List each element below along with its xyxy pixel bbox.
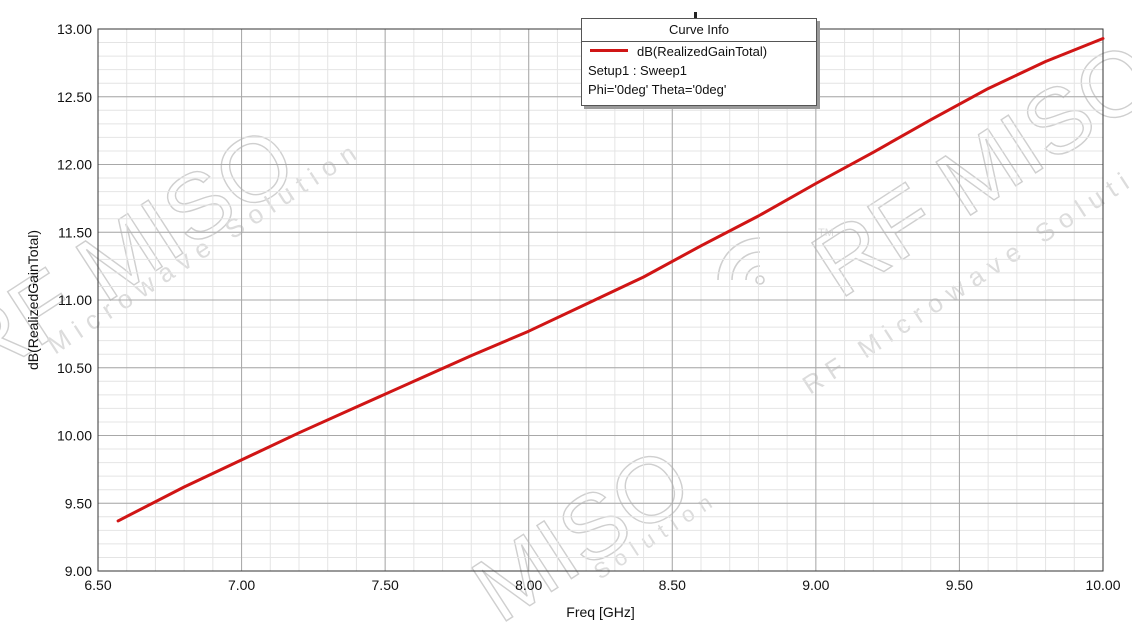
watermark-trademark: TM bbox=[818, 227, 834, 239]
y-tick-labels: 13.00 12.50 12.00 11.50 11.00 10.50 10.00 9.50 9… bbox=[57, 21, 92, 579]
watermark-brand-left: RF MISO bbox=[0, 107, 312, 401]
watermark-signal-dot bbox=[755, 275, 765, 285]
series-layer bbox=[116, 37, 1105, 523]
legend-entry-setup: Setup1 : Sweep1 bbox=[588, 63, 688, 78]
legend-swatch bbox=[590, 49, 628, 53]
legend-entry-angles: Phi='0deg' Theta='0deg' bbox=[588, 82, 727, 97]
x-tick-label: 9.00 bbox=[802, 577, 829, 593]
y-tick-label: 10.50 bbox=[57, 360, 92, 376]
x-axis-label: Freq [GHz] bbox=[566, 604, 634, 620]
legend-entry-series[interactable]: dB(RealizedGainTotal) bbox=[582, 42, 816, 61]
x-tick-label: 9.50 bbox=[946, 577, 973, 593]
y-tick-label: 9.00 bbox=[65, 563, 92, 579]
y-tick-label: 12.00 bbox=[57, 157, 92, 173]
y-axis-label: dB(RealizedGainTotal) bbox=[25, 230, 41, 370]
marker-tab bbox=[694, 12, 697, 18]
legend-series-name: dB(RealizedGainTotal) bbox=[637, 44, 768, 59]
curve-info-legend[interactable]: Curve Info dB(RealizedGainTotal) Setup1 … bbox=[581, 18, 817, 106]
legend-title: Curve Info bbox=[582, 19, 816, 42]
y-tick-label: 11.50 bbox=[58, 224, 92, 240]
y-tick-label: 12.50 bbox=[57, 89, 92, 105]
watermark-signal-arc bbox=[731, 251, 761, 281]
y-tick-label: 9.50 bbox=[65, 495, 92, 511]
y-tick-label: 11.00 bbox=[58, 292, 92, 308]
series-line bbox=[116, 37, 1105, 523]
x-tick-label: 7.00 bbox=[228, 577, 255, 593]
y-tick-label: 13.00 bbox=[57, 21, 92, 37]
x-tick-label: 8.50 bbox=[659, 577, 686, 593]
x-tick-label: 10.00 bbox=[1085, 577, 1120, 593]
x-tick-label: 8.00 bbox=[515, 577, 542, 593]
y-tick-label: 10.00 bbox=[57, 428, 92, 444]
x-tick-labels: 6.50 7.00 7.50 8.00 8.50 9.00 9.50 10.00 bbox=[84, 577, 1120, 593]
watermark-signal-icon bbox=[717, 237, 765, 285]
x-tick-label: 6.50 bbox=[84, 577, 111, 593]
x-tick-label: 7.50 bbox=[372, 577, 399, 593]
